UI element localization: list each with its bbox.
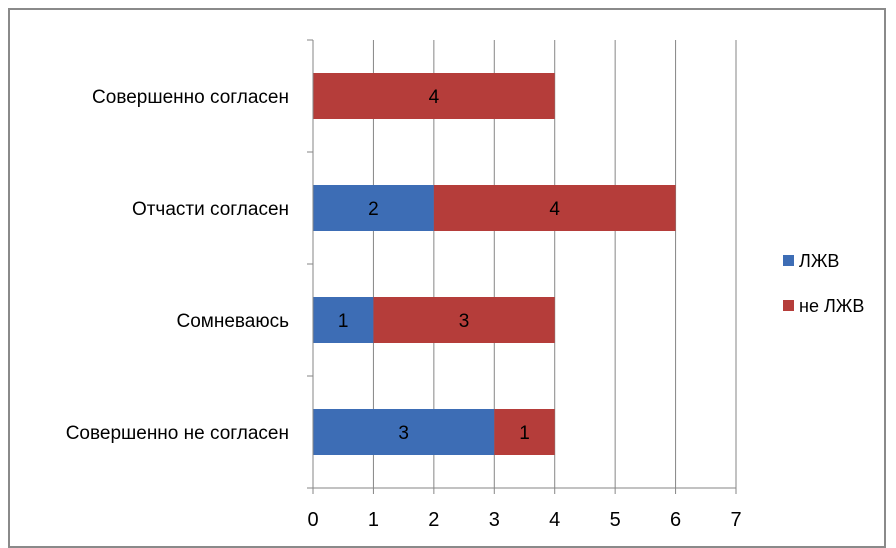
legend-swatch xyxy=(783,255,794,266)
bar-segment xyxy=(313,73,555,119)
bar-segment xyxy=(313,409,495,455)
data-label: 1 xyxy=(338,311,349,332)
category-label: Отчасти согласен xyxy=(132,199,289,220)
bar-segment xyxy=(313,185,434,231)
legend-label: ЛЖВ xyxy=(799,251,839,271)
data-label: 4 xyxy=(549,199,560,220)
data-label: 1 xyxy=(519,423,530,444)
data-label: 3 xyxy=(459,311,470,332)
legend-label: не ЛЖВ xyxy=(799,296,864,316)
x-tick-label: 2 xyxy=(428,509,439,531)
x-tick-label: 3 xyxy=(489,509,500,531)
data-label: 2 xyxy=(368,199,379,220)
bar-segment xyxy=(373,297,555,343)
category-label: Совершенно не согласен xyxy=(66,423,289,444)
x-tick-label: 1 xyxy=(368,509,379,531)
data-label: 4 xyxy=(429,87,440,108)
bar-segment xyxy=(494,409,555,455)
category-label: Совершенно согласен xyxy=(92,87,289,108)
x-tick-label: 0 xyxy=(307,509,318,531)
x-tick-label: 4 xyxy=(549,509,560,531)
x-tick-label: 6 xyxy=(670,509,681,531)
axes: Совершенно не согласен Сомневаюсь Отчасти … xyxy=(66,39,742,531)
x-tick-label: 5 xyxy=(610,509,621,531)
bar-segment xyxy=(433,185,676,231)
legend-swatch xyxy=(783,300,794,311)
category-label: Сомневаюсь xyxy=(176,311,289,332)
legend: ЛЖВ не ЛЖВ xyxy=(783,251,864,316)
x-tick-label: 7 xyxy=(730,509,741,531)
bars: 3 1 1 3 2 4 4 xyxy=(313,73,676,455)
data-label: 3 xyxy=(398,423,409,444)
bar-segment xyxy=(313,297,374,343)
